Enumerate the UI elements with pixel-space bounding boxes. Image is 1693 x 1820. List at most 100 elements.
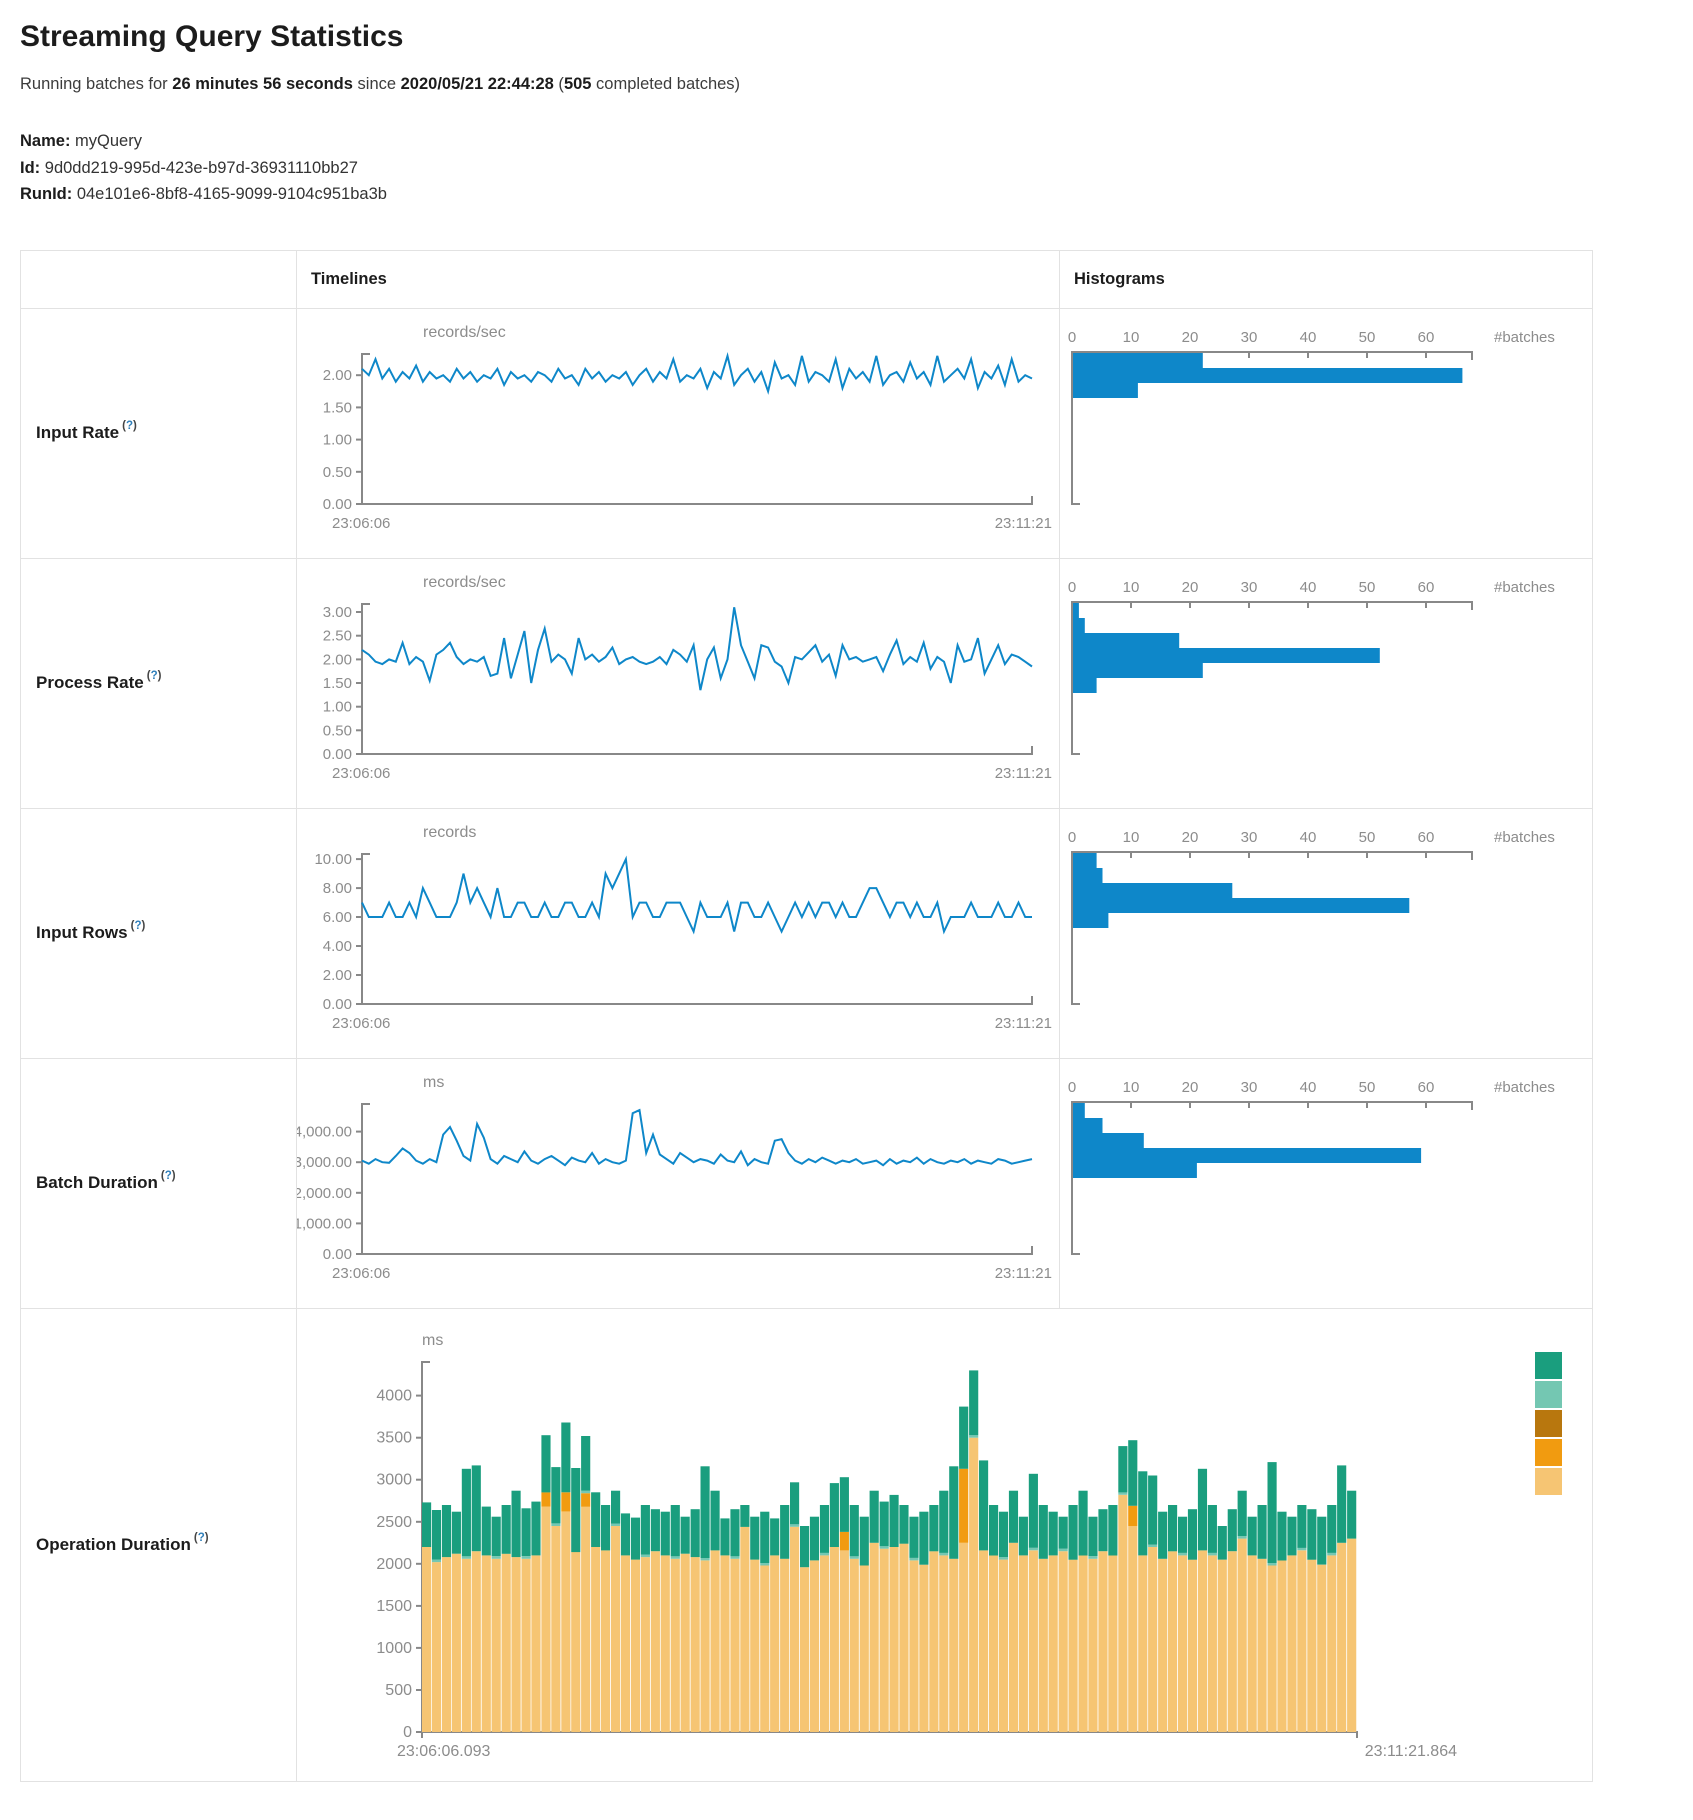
svg-text:0.50: 0.50 [323, 463, 352, 480]
svg-text:23:11:21: 23:11:21 [995, 515, 1052, 532]
svg-text:3000: 3000 [376, 1471, 412, 1488]
batch-duration-timeline-chart: ms 0.00 1,000.00 2,000.00 3,000.00 4,000.00 23… [297, 1059, 1059, 1308]
id-label: Id: [20, 158, 41, 177]
svg-text:6.00: 6.00 [323, 909, 352, 926]
header-empty-cell [21, 250, 296, 308]
input-rows-timeline-chart: records 0.00 2.00 4.00 6.00 8.00 10.00 23:06:06… [297, 809, 1059, 1058]
process-rate-timeline-chart: records/sec 0.00 0.50 1.00 1.50 2.00 2.50 3.00 2… [297, 559, 1059, 808]
svg-text:2.00: 2.00 [323, 651, 352, 668]
summary-mid: since [352, 75, 401, 93]
svg-text:500: 500 [385, 1682, 412, 1699]
operation-duration-chart: ms 0 500 1000 1500 2000 2500 3000 3500 4000 23:06:… [297, 1309, 1592, 1781]
column-header-timelines: Timelines [296, 250, 1059, 308]
svg-text:1,000.00: 1,000.00 [297, 1215, 352, 1232]
help-icon-process-rate[interactable]: (?) [146, 670, 162, 682]
svg-text:0.00: 0.00 [323, 996, 352, 1013]
svg-text:0: 0 [1068, 1079, 1076, 1096]
svg-text:#batches: #batches [1494, 579, 1555, 596]
legend-swatch-brown [1535, 1409, 1562, 1437]
svg-text:1.50: 1.50 [323, 399, 352, 416]
svg-text:10: 10 [1123, 829, 1140, 846]
svg-text:30: 30 [1241, 829, 1258, 846]
chart-svg: ms 0 500 1000 1500 2000 2500 3000 3500 4000 23:06:… [376, 1332, 1457, 1760]
svg-text:2500: 2500 [376, 1513, 412, 1530]
svg-text:0.00: 0.00 [323, 496, 352, 513]
svg-text:1.50: 1.50 [323, 675, 352, 692]
svg-text:23:06:06: 23:06:06 [332, 1265, 390, 1282]
batch-duration-histogram-chart: 0 10 20 30 40 50 60 #batches [1060, 1059, 1592, 1308]
query-name-row: Name: myQuery [20, 128, 1673, 155]
svg-text:40: 40 [1300, 329, 1317, 346]
svg-text:0.00: 0.00 [323, 746, 352, 763]
svg-text:50: 50 [1359, 1079, 1376, 1096]
summary-paren: ( [553, 75, 564, 93]
summary-prefix: Running batches for [20, 75, 173, 93]
runid-label: RunId: [20, 185, 73, 203]
completed-batches-count: 505 [563, 75, 592, 93]
statistics-table: Timelines Histograms Input Rate (?) recor… [20, 249, 1593, 1782]
svg-text:#batches: #batches [1494, 1079, 1555, 1096]
row-label-batch-duration: Batch Duration (?) [21, 1057, 296, 1308]
query-runid-row: RunId: 04e101e6-8bf8-4165-9099-9104c951b… [20, 181, 1673, 208]
query-id-row: Id: 9d0dd219-995d-423e-b97d-36931110bb27 [20, 155, 1673, 182]
svg-text:#batches: #batches [1494, 329, 1555, 346]
svg-text:23:11:21: 23:11:21 [995, 1015, 1052, 1032]
row-label-input-rate: Input Rate (?) [21, 307, 296, 558]
legend-swatch-light-teal [1535, 1380, 1562, 1408]
row-label-operation-duration: Operation Duration (?) [21, 1307, 296, 1781]
svg-text:1500: 1500 [376, 1597, 412, 1614]
svg-text:60: 60 [1418, 329, 1435, 346]
svg-text:30: 30 [1241, 1079, 1258, 1096]
svg-text:4000: 4000 [376, 1387, 412, 1404]
svg-text:23:06:06.093: 23:06:06.093 [397, 1743, 491, 1760]
svg-text:1.00: 1.00 [323, 698, 352, 715]
svg-text:10: 10 [1123, 329, 1140, 346]
help-icon-input-rate[interactable]: (?) [122, 420, 137, 432]
svg-text:60: 60 [1418, 579, 1435, 596]
svg-text:23:11:21: 23:11:21 [995, 1265, 1052, 1282]
svg-text:23:06:06: 23:06:06 [332, 765, 390, 782]
operation-duration-legend [1535, 1351, 1562, 1497]
svg-text:#batches: #batches [1494, 829, 1555, 846]
svg-text:ms: ms [423, 1074, 444, 1091]
svg-text:2.00: 2.00 [323, 367, 352, 384]
svg-text:10.00: 10.00 [314, 851, 352, 868]
input-rate-histogram-chart: 0 10 20 30 40 50 60 #batches [1060, 309, 1592, 558]
svg-text:23:06:06: 23:06:06 [332, 1015, 390, 1032]
chart-svg: ms 0.00 1,000.00 2,000.00 3,000.00 4,000.00 23… [297, 1074, 1052, 1282]
svg-text:2,000.00: 2,000.00 [297, 1184, 352, 1201]
svg-text:records/sec: records/sec [423, 574, 506, 591]
column-header-histograms: Histograms [1059, 250, 1592, 308]
input-rate-timeline-chart: records/sec 0.00 0.50 1.00 1.50 2.00 23:06:06 2… [297, 309, 1059, 558]
legend-swatch-orange [1535, 1438, 1562, 1466]
svg-text:30: 30 [1241, 329, 1258, 346]
svg-text:0.50: 0.50 [323, 722, 352, 739]
row-label-input-rows: Input Rows (?) [21, 807, 296, 1058]
process-rate-histogram-chart: 0 10 20 30 40 50 60 #batches [1060, 559, 1592, 808]
svg-text:10: 10 [1123, 1079, 1140, 1096]
query-id: 9d0dd219-995d-423e-b97d-36931110bb27 [44, 158, 358, 177]
svg-text:20: 20 [1182, 1079, 1199, 1096]
help-icon-operation-duration[interactable]: (?) [193, 1531, 209, 1544]
svg-text:0.00: 0.00 [323, 1246, 352, 1263]
chart-svg: records/sec 0.00 0.50 1.00 1.50 2.00 23:06:06 2… [323, 324, 1052, 532]
svg-text:40: 40 [1300, 579, 1317, 596]
chart-svg: records 0.00 2.00 4.00 6.00 8.00 10.00 23:06:06… [314, 824, 1052, 1032]
name-label: Name: [20, 132, 71, 150]
chart-svg: 0 10 20 30 40 50 60 #batches [1068, 1079, 1555, 1255]
svg-text:20: 20 [1182, 579, 1199, 596]
svg-text:50: 50 [1359, 829, 1376, 846]
svg-text:20: 20 [1182, 329, 1199, 346]
query-metadata: Name: myQuery Id: 9d0dd219-995d-423e-b97… [20, 128, 1673, 208]
chart-svg: 0 10 20 30 40 50 60 #batches [1068, 329, 1555, 505]
help-icon-batch-duration[interactable]: (?) [160, 1170, 176, 1182]
row-label-process-rate: Process Rate (?) [21, 557, 296, 808]
svg-text:60: 60 [1418, 1079, 1435, 1096]
svg-text:0: 0 [1068, 579, 1076, 596]
svg-text:60: 60 [1418, 829, 1435, 846]
svg-text:1000: 1000 [376, 1639, 412, 1656]
svg-text:0: 0 [403, 1724, 412, 1741]
help-icon-input-rows[interactable]: (?) [130, 920, 146, 932]
svg-text:30: 30 [1241, 579, 1258, 596]
